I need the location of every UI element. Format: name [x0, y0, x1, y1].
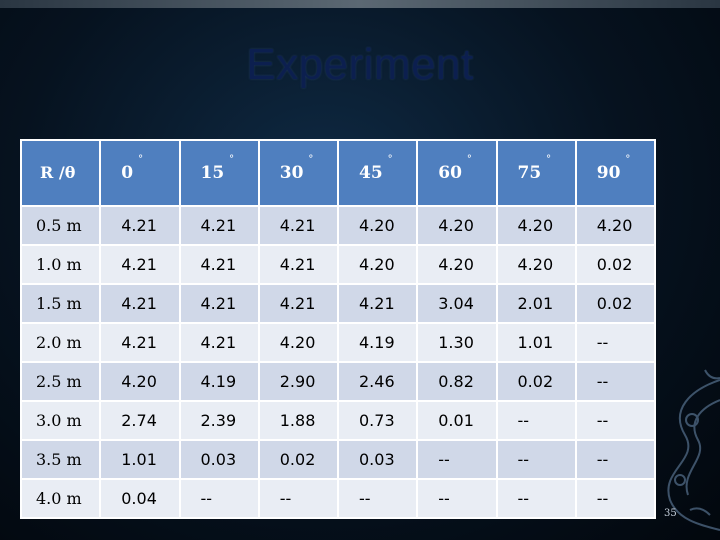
- table-row: 0.5 m 4.21 4.21 4.21 4.20 4.20 4.20 4.20: [19, 205, 657, 246]
- header-angle-90: 90 °: [574, 139, 657, 207]
- row-label: 2.5 m: [19, 361, 102, 402]
- table-cell: 0.01: [416, 400, 498, 441]
- header-angle-30: 30 °: [257, 139, 340, 207]
- table-cell: 4.20: [99, 361, 181, 402]
- table-cell: 1.01: [99, 439, 181, 480]
- table-row: 3.5 m 1.01 0.03 0.02 0.03 -- -- --: [19, 439, 657, 480]
- table-cell: 4.20: [495, 244, 577, 285]
- row-label: 2.0 m: [19, 322, 102, 363]
- table-cell: 3.04: [416, 283, 498, 324]
- table-cell: 2.01: [495, 283, 577, 324]
- table-row: 3.0 m 2.74 2.39 1.88 0.73 0.01 -- --: [19, 400, 657, 441]
- table-cell: 4.21: [178, 283, 260, 324]
- table-cell: 4.20: [257, 322, 340, 363]
- table-cell: 0.04: [99, 478, 181, 519]
- row-label: 3.0 m: [19, 400, 102, 441]
- row-label: 3.5 m: [19, 439, 102, 480]
- table-cell: 2.39: [178, 400, 260, 441]
- table-cell: --: [257, 478, 340, 519]
- table-cell: 2.46: [336, 361, 419, 402]
- experiment-data-table: R /θ 0 ° 15 ° 30 ° 45 ° 60 ° 75 ° 90 ° 0.5 m 4.…: [19, 139, 657, 519]
- table-cell: 1.30: [416, 322, 498, 363]
- table-cell: 4.21: [99, 205, 181, 246]
- table-cell: 0.02: [574, 283, 657, 324]
- table-cell: 0.02: [257, 439, 340, 480]
- table-cell: --: [574, 322, 657, 363]
- row-label: 1.5 m: [19, 283, 102, 324]
- table-cell: 1.88: [257, 400, 340, 441]
- table-cell: 4.21: [99, 244, 181, 285]
- table-cell: --: [416, 439, 498, 480]
- table-cell: 0.82: [416, 361, 498, 402]
- table-cell: 2.74: [99, 400, 181, 441]
- table-row: 4.0 m 0.04 -- -- -- -- -- --: [19, 478, 657, 519]
- table-cell: --: [495, 478, 577, 519]
- table-cell: 4.21: [178, 322, 260, 363]
- table-cell: 4.21: [257, 283, 340, 324]
- table-cell: 4.20: [416, 205, 498, 246]
- table-cell: --: [495, 400, 577, 441]
- table-cell: 2.90: [257, 361, 340, 402]
- table-cell: --: [574, 478, 657, 519]
- table-cell: 4.20: [495, 205, 577, 246]
- table-cell: 0.02: [495, 361, 577, 402]
- table-row: 1.0 m 4.21 4.21 4.21 4.20 4.20 4.20 0.02: [19, 244, 657, 285]
- table-cell: 4.21: [336, 283, 419, 324]
- table-cell: --: [495, 439, 577, 480]
- slide-title: Experiment: [246, 40, 474, 89]
- table-cell: 0.02: [574, 244, 657, 285]
- top-border-band: [0, 0, 720, 8]
- table-cell: 4.21: [99, 283, 181, 324]
- table-cell: --: [416, 478, 498, 519]
- table-cell: 4.19: [178, 361, 260, 402]
- table-cell: 4.20: [336, 205, 419, 246]
- table-cell: 4.20: [416, 244, 498, 285]
- table-cell: 0.73: [336, 400, 419, 441]
- table-cell: 0.03: [178, 439, 260, 480]
- table-cell: 4.21: [99, 322, 181, 363]
- header-angle-45: 45 °: [336, 139, 419, 207]
- table-row: 1.5 m 4.21 4.21 4.21 4.21 3.04 2.01 0.02: [19, 283, 657, 324]
- table-cell: --: [574, 400, 657, 441]
- header-angle-75: 75 °: [495, 139, 577, 207]
- table-cell: 1.01: [495, 322, 577, 363]
- table-cell: 4.19: [336, 322, 419, 363]
- table-cell: --: [574, 361, 657, 402]
- table-cell: 4.20: [336, 244, 419, 285]
- header-angle-60: 60 °: [416, 139, 498, 207]
- table-cell: --: [574, 439, 657, 480]
- decorative-dragon-pattern: [667, 369, 720, 531]
- table-cell: 0.03: [336, 439, 419, 480]
- table-cell: 4.21: [178, 205, 260, 246]
- row-label: 4.0 m: [19, 478, 102, 519]
- table-cell: 4.21: [178, 244, 260, 285]
- table-cell: 4.20: [574, 205, 657, 246]
- table-cell: --: [336, 478, 419, 519]
- header-angle-15: 15 °: [178, 139, 260, 207]
- table-cell: --: [178, 478, 260, 519]
- table-row: 2.0 m 4.21 4.21 4.20 4.19 1.30 1.01 --: [19, 322, 657, 363]
- page-number: 35: [664, 508, 677, 519]
- table-row: 2.5 m 4.20 4.19 2.90 2.46 0.82 0.02 --: [19, 361, 657, 402]
- row-label: 0.5 m: [19, 205, 102, 246]
- table-cell: 4.21: [257, 244, 340, 285]
- header-r-theta: R /θ: [19, 139, 102, 207]
- row-label: 1.0 m: [19, 244, 102, 285]
- header-angle-0: 0 °: [99, 139, 181, 207]
- table-cell: 4.21: [257, 205, 340, 246]
- table-header-row: R /θ 0 ° 15 ° 30 ° 45 ° 60 ° 75 ° 90 °: [19, 139, 657, 207]
